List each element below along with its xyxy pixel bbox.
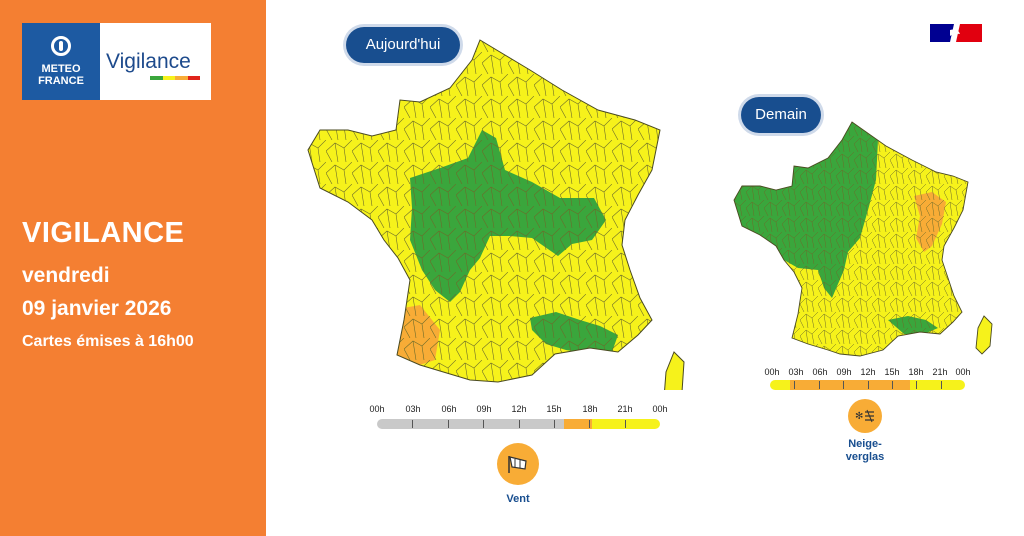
hour-label: 03h <box>788 367 804 377</box>
hour-label: 03h <box>405 404 421 414</box>
snow-ice-label-line2: verglas <box>845 451 885 463</box>
hour-tick <box>518 420 520 428</box>
wind-label: Vent <box>506 493 530 505</box>
vigilance-color-bar <box>150 76 200 80</box>
left-panel: METEO FRANCE Vigilance VIGILANCE vendred… <box>0 0 266 536</box>
tomorrow-level-bar <box>770 380 965 390</box>
tomorrow-hour-labels: 00h 03h 06h 09h 12h 15h 18h 21h 00h <box>764 367 970 379</box>
weekday: vendredi <box>22 264 110 287</box>
hour-label: 06h <box>441 404 457 414</box>
today-level-bar <box>377 419 660 429</box>
hour-tick <box>553 420 555 428</box>
hour-tick <box>916 381 918 389</box>
hour-tick <box>447 420 449 428</box>
level-segment-yellow <box>770 380 790 390</box>
hour-label: 00h <box>652 404 668 414</box>
vigilance-logo-text: Vigilance <box>106 50 191 73</box>
hour-label: 21h <box>617 404 633 414</box>
svg-text:✻: ✻ <box>855 411 863 422</box>
hour-tick <box>867 381 869 389</box>
hour-label: 12h <box>511 404 527 414</box>
snow-ice-label-line1: Neige- <box>848 438 882 450</box>
level-segment-grey <box>377 419 564 429</box>
logo-box: METEO FRANCE Vigilance <box>22 23 211 100</box>
meteo-france-logo: METEO FRANCE <box>22 23 100 100</box>
hour-label: 00h <box>955 367 971 377</box>
level-segment-yellow <box>910 380 965 390</box>
date: 09 janvier 2026 <box>22 297 172 320</box>
hour-label: 18h <box>908 367 924 377</box>
hour-label: 15h <box>884 367 900 377</box>
hour-label: 21h <box>932 367 948 377</box>
hour-tick <box>818 381 820 389</box>
hour-label: 18h <box>582 404 598 414</box>
hour-label: 09h <box>836 367 852 377</box>
level-segment-orange <box>790 380 910 390</box>
snow-ice-icon[interactable]: ✻ <box>848 399 882 433</box>
today-label[interactable]: Aujourd'hui <box>346 27 460 63</box>
hour-tick <box>843 381 845 389</box>
hour-label: 09h <box>476 404 492 414</box>
hour-label: 15h <box>546 404 562 414</box>
hour-tick <box>624 420 626 428</box>
tomorrow-timeline: 00h 03h 06h 09h 12h 15h 18h 21h 00h <box>764 367 971 395</box>
hour-label: 12h <box>860 367 876 377</box>
meteo-france-emblem-icon <box>51 36 71 56</box>
hour-tick <box>891 381 893 389</box>
today-timeline: 00h 03h 06h 09h 12h 15h 18h 21h 00h <box>369 404 668 434</box>
tomorrow-france-map <box>733 121 993 357</box>
hour-tick <box>412 420 414 428</box>
level-segment-yellow <box>592 419 660 429</box>
hour-label: 06h <box>812 367 828 377</box>
hour-tick <box>794 381 796 389</box>
page-title: VIGILANCE <box>22 217 185 249</box>
republique-francaise-flag-icon <box>930 24 982 42</box>
today-france-map <box>307 39 685 390</box>
issued-time: Cartes émises à 16h00 <box>22 333 194 350</box>
hour-tick <box>940 381 942 389</box>
hour-tick <box>483 420 485 428</box>
wind-icon[interactable] <box>497 443 539 485</box>
hour-label: 00h <box>764 367 780 377</box>
level-segment-orange <box>564 419 592 429</box>
hour-label: 00h <box>369 404 385 414</box>
tomorrow-label[interactable]: Demain <box>741 97 821 133</box>
meteo-france-wordmark: METEO FRANCE <box>38 63 84 87</box>
hour-tick <box>589 420 591 428</box>
today-hour-labels: 00h 03h 06h 09h 12h 15h 18h 21h 00h <box>369 404 667 416</box>
